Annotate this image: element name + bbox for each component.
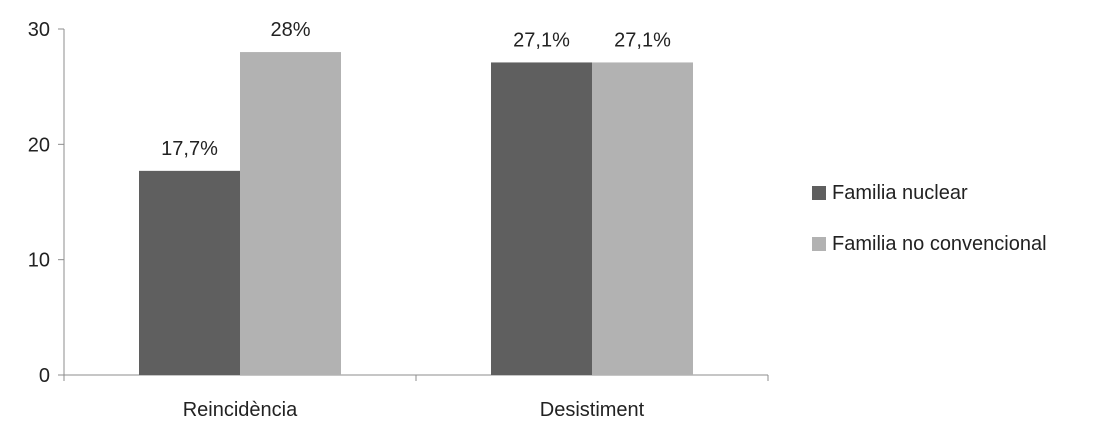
legend-swatch-familia-nuclear <box>812 186 826 200</box>
legend-item-familia-nuclear: Familia nuclear <box>812 180 1047 206</box>
x-category-label: Reincidència <box>183 399 298 421</box>
bar-familia-nuclear-0 <box>139 170 240 375</box>
legend-label: Familia nuclear <box>832 181 968 204</box>
bar-familia-no-convencional-0 <box>240 52 341 376</box>
x-category-label: Desistiment <box>540 399 645 421</box>
data-label: 17,7% <box>161 138 218 160</box>
bars <box>139 52 693 376</box>
data-label: 27,1% <box>513 29 570 51</box>
bar-familia-nuclear-1 <box>491 62 592 376</box>
y-tick-label: 20 <box>28 134 50 156</box>
legend-swatch-familia-no-convencional <box>812 237 826 251</box>
y-tick-label: 10 <box>28 250 50 272</box>
legend: Familia nuclear Familia no convencional <box>812 180 1047 282</box>
data-label: 28% <box>270 19 310 41</box>
labels: 17,7% 28% Reincidència 27,1% 27,1% Desistimen… <box>161 19 671 421</box>
bar-familia-no-convencional-1 <box>592 62 693 376</box>
data-label: 27,1% <box>614 29 671 51</box>
y-tick-label: 0 <box>39 365 50 387</box>
legend-item-familia-no-convencional: Familia no convencional <box>812 231 1047 257</box>
y-tick-label: 30 <box>28 19 50 41</box>
legend-label: Familia no convencional <box>832 232 1047 255</box>
